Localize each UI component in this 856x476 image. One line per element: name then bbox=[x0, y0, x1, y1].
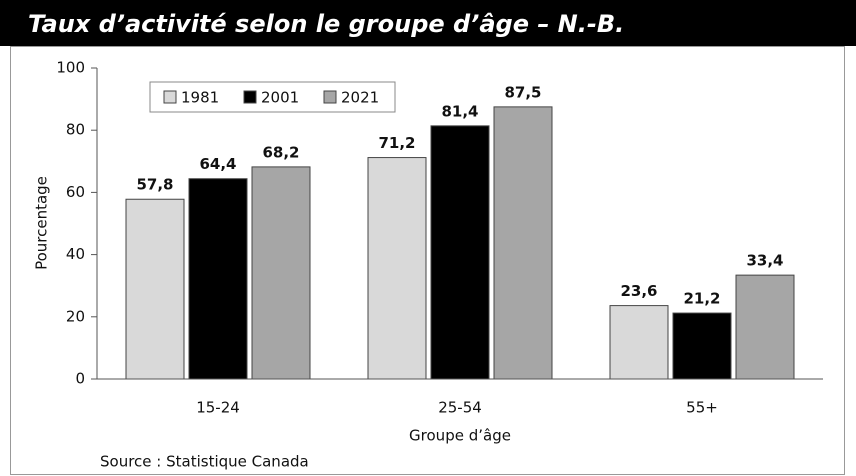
chart-title: Taux d’activité selon le groupe d’âge – … bbox=[28, 10, 624, 38]
bar bbox=[251, 166, 311, 380]
x-tick-label: 25-54 bbox=[438, 399, 482, 417]
source-note: Source : Statistique Canada bbox=[100, 453, 309, 471]
y-tick-label: 0 bbox=[75, 370, 85, 388]
frame bbox=[10, 46, 845, 475]
y-axis-label: Pourcentage bbox=[33, 176, 51, 270]
title-bar bbox=[0, 0, 856, 46]
y-tick-label: 80 bbox=[66, 121, 85, 139]
legend-swatch bbox=[323, 90, 337, 104]
bar bbox=[367, 157, 427, 380]
bar bbox=[430, 125, 490, 380]
data-label: 23,6 bbox=[620, 282, 657, 300]
legend-swatch bbox=[163, 90, 177, 104]
y-tick-label: 100 bbox=[56, 59, 85, 77]
bar bbox=[735, 274, 795, 380]
legend-label: 1981 bbox=[181, 89, 219, 107]
data-label: 87,5 bbox=[504, 83, 541, 101]
bar bbox=[672, 312, 732, 380]
bar bbox=[609, 305, 669, 380]
bar bbox=[493, 106, 553, 380]
x-axis-label: Groupe d’âge bbox=[409, 427, 511, 445]
data-label: 57,8 bbox=[136, 176, 173, 194]
y-tick-label: 40 bbox=[66, 245, 85, 263]
y-tick-label: 20 bbox=[66, 307, 85, 325]
data-label: 64,4 bbox=[199, 155, 236, 173]
x-tick-label: 55+ bbox=[686, 399, 718, 417]
legend-label: 2001 bbox=[261, 89, 299, 107]
x-tick-label: 15-24 bbox=[196, 399, 240, 417]
data-label: 33,4 bbox=[746, 252, 783, 270]
data-label: 21,2 bbox=[683, 290, 720, 308]
legend-box bbox=[149, 81, 396, 113]
data-label: 81,4 bbox=[441, 102, 478, 120]
legend-swatch bbox=[243, 90, 257, 104]
legend-label: 2021 bbox=[341, 89, 379, 107]
y-tick-label: 60 bbox=[66, 183, 85, 201]
bar bbox=[188, 178, 248, 380]
data-label: 68,2 bbox=[262, 143, 299, 161]
data-label: 71,2 bbox=[378, 134, 415, 152]
bar bbox=[125, 198, 185, 380]
